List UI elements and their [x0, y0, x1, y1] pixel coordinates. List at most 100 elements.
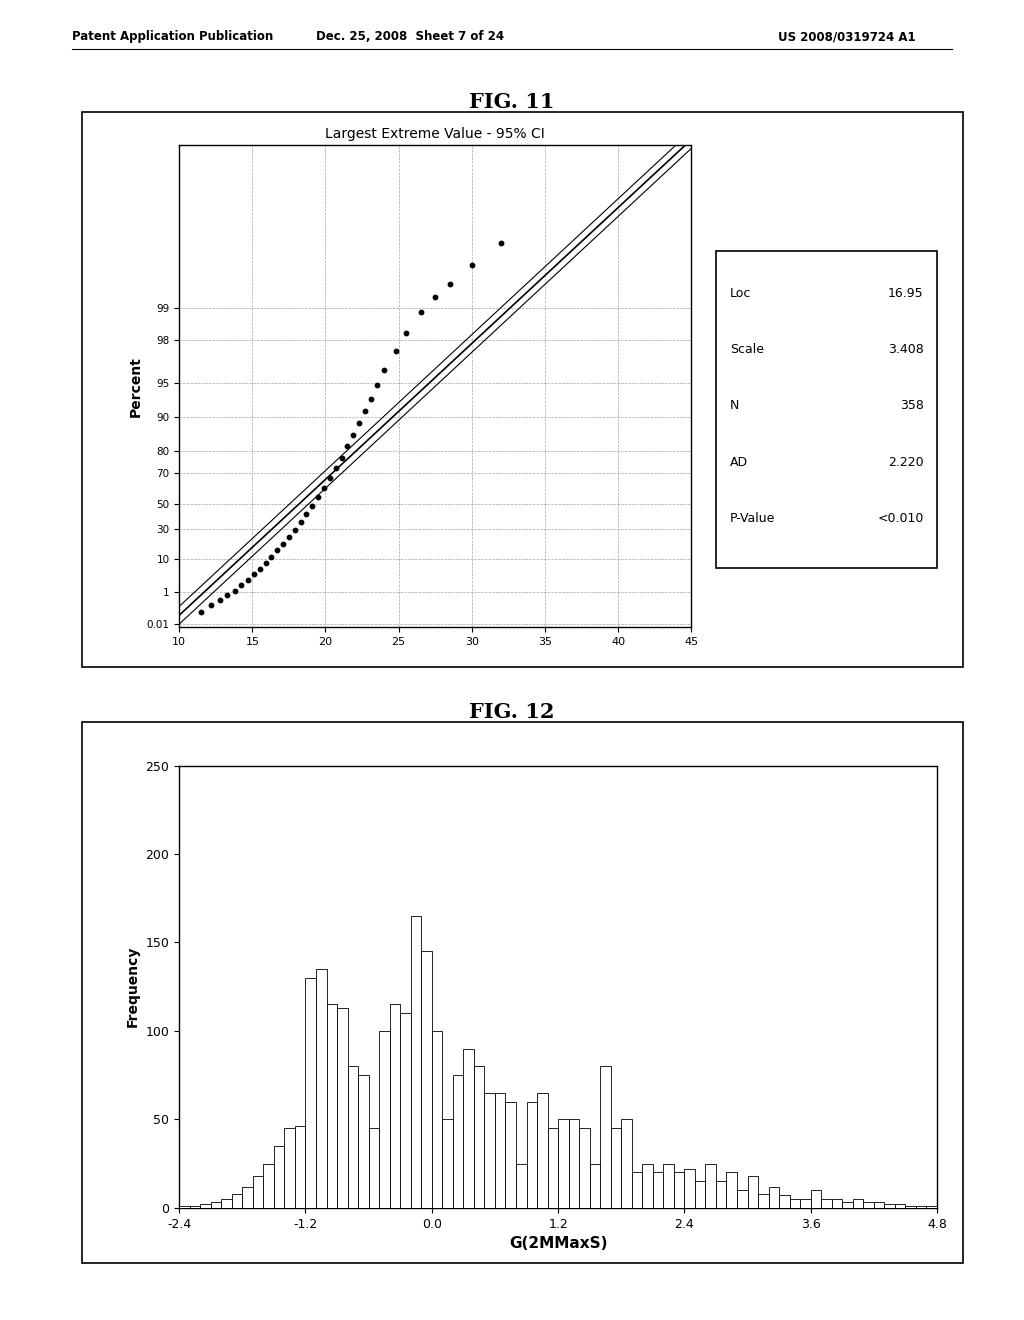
- Bar: [653, 1172, 664, 1208]
- Bar: [463, 1048, 474, 1208]
- Text: N: N: [730, 400, 739, 412]
- Bar: [474, 1067, 484, 1208]
- Bar: [885, 1204, 895, 1208]
- Bar: [769, 1187, 779, 1208]
- Bar: [632, 1172, 642, 1208]
- Point: [263, 546, 280, 568]
- Point: [212, 590, 228, 611]
- Bar: [915, 1206, 927, 1208]
- Y-axis label: Percent: Percent: [128, 355, 142, 417]
- Point: [464, 255, 480, 276]
- Bar: [642, 1164, 653, 1208]
- Bar: [842, 1203, 853, 1208]
- Text: <0.010: <0.010: [878, 512, 924, 524]
- Bar: [684, 1170, 695, 1208]
- Bar: [558, 1119, 568, 1208]
- Bar: [506, 1102, 516, 1208]
- Bar: [831, 1199, 842, 1208]
- Point: [356, 401, 373, 422]
- Text: 2.220: 2.220: [888, 455, 924, 469]
- Bar: [726, 1172, 737, 1208]
- Point: [293, 512, 309, 533]
- Point: [413, 302, 429, 323]
- Point: [226, 579, 243, 601]
- Point: [315, 478, 332, 499]
- Bar: [610, 1129, 622, 1208]
- Bar: [379, 1031, 390, 1208]
- Point: [252, 558, 268, 579]
- Point: [345, 425, 361, 446]
- Text: Patent Application Publication: Patent Application Publication: [72, 30, 273, 44]
- Bar: [516, 1164, 526, 1208]
- Bar: [369, 1129, 379, 1208]
- Point: [369, 375, 385, 396]
- Bar: [201, 1204, 211, 1208]
- Bar: [253, 1176, 263, 1208]
- Point: [257, 552, 273, 573]
- Y-axis label: Frequency: Frequency: [126, 946, 140, 1027]
- Bar: [453, 1074, 463, 1208]
- Text: FIG. 11: FIG. 11: [469, 92, 555, 112]
- Bar: [873, 1203, 885, 1208]
- Bar: [800, 1199, 811, 1208]
- Point: [351, 413, 368, 434]
- Point: [246, 564, 262, 585]
- Bar: [548, 1129, 558, 1208]
- Bar: [358, 1074, 369, 1208]
- Bar: [821, 1199, 831, 1208]
- Bar: [811, 1191, 821, 1208]
- Bar: [580, 1129, 590, 1208]
- Bar: [295, 1126, 305, 1208]
- Bar: [305, 978, 316, 1208]
- Bar: [273, 1146, 285, 1208]
- Text: 3.408: 3.408: [888, 343, 924, 356]
- Point: [362, 389, 379, 411]
- Bar: [495, 1093, 506, 1208]
- Point: [322, 467, 338, 488]
- Bar: [622, 1119, 632, 1208]
- Bar: [706, 1164, 716, 1208]
- Point: [493, 232, 509, 253]
- Bar: [243, 1187, 253, 1208]
- Bar: [347, 1067, 358, 1208]
- Point: [240, 569, 256, 590]
- Point: [269, 540, 286, 561]
- Bar: [211, 1203, 221, 1208]
- Bar: [285, 1129, 295, 1208]
- Point: [310, 487, 327, 508]
- Bar: [568, 1119, 580, 1208]
- Point: [219, 585, 236, 606]
- Bar: [179, 1206, 189, 1208]
- Bar: [905, 1206, 915, 1208]
- Bar: [748, 1176, 758, 1208]
- Bar: [537, 1093, 548, 1208]
- Point: [232, 574, 249, 595]
- Point: [397, 322, 414, 343]
- Point: [203, 595, 219, 616]
- Bar: [316, 969, 327, 1208]
- Point: [287, 520, 303, 541]
- Bar: [263, 1164, 273, 1208]
- Point: [441, 273, 458, 294]
- Text: US 2008/0319724 A1: US 2008/0319724 A1: [778, 30, 915, 44]
- Bar: [779, 1196, 790, 1208]
- Bar: [695, 1181, 706, 1208]
- Bar: [484, 1093, 495, 1208]
- Point: [376, 360, 392, 381]
- Text: Scale: Scale: [730, 343, 764, 356]
- Bar: [221, 1199, 231, 1208]
- Text: 16.95: 16.95: [888, 288, 924, 300]
- Point: [328, 458, 344, 479]
- FancyBboxPatch shape: [716, 251, 938, 568]
- Bar: [400, 1014, 411, 1208]
- Title: Largest Extreme Value - 95% CI: Largest Extreme Value - 95% CI: [326, 127, 545, 141]
- Bar: [590, 1164, 600, 1208]
- Bar: [421, 952, 432, 1208]
- Text: 358: 358: [900, 400, 924, 412]
- X-axis label: G(2MMaxS): G(2MMaxS): [509, 1236, 607, 1251]
- Point: [304, 495, 321, 516]
- Bar: [526, 1102, 537, 1208]
- Bar: [432, 1031, 442, 1208]
- Bar: [390, 1005, 400, 1208]
- Bar: [716, 1181, 726, 1208]
